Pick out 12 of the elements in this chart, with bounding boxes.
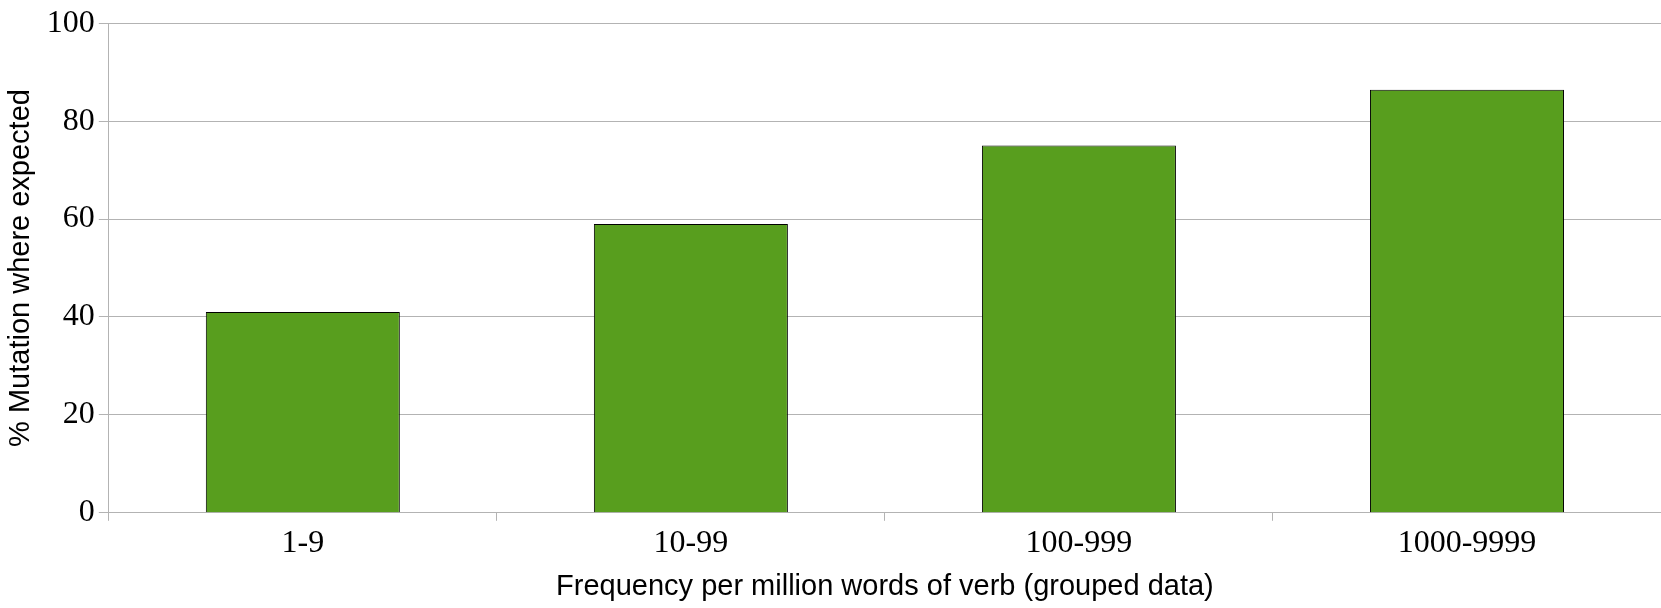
y-tick-label: 0 [78,492,95,529]
x-axis-title: Frequency per million words of verb (grouped data) [556,568,1214,601]
y-tick-label: 80 [62,100,95,137]
x-tick-label: 100-999 [1025,523,1133,560]
x-tick-label: 1-9 [281,523,325,560]
x-tick-label: 1000-9999 [1397,523,1537,560]
x-tick-label: 10-99 [653,523,729,560]
y-tick-label: 100 [46,2,95,39]
y-tick-label: 60 [62,198,95,235]
y-axis-title: % Mutation where expected [3,89,36,447]
y-tick-label: 20 [62,394,95,431]
y-tick-label: 40 [62,296,95,333]
